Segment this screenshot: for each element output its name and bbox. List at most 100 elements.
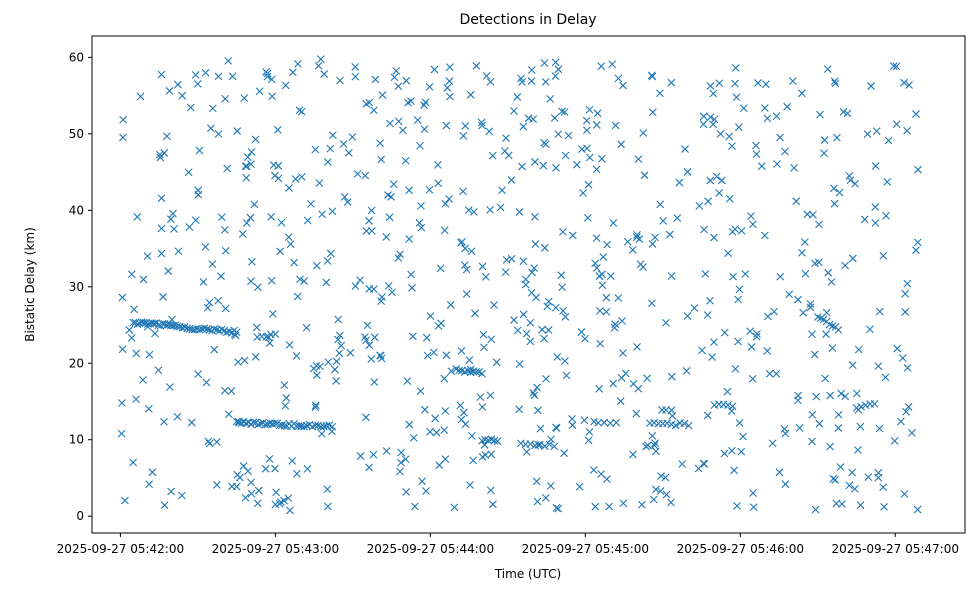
data-point xyxy=(238,230,247,238)
data-point xyxy=(234,358,242,366)
data-point xyxy=(617,140,626,149)
data-point xyxy=(591,502,600,511)
data-point xyxy=(717,176,726,185)
data-point xyxy=(871,203,880,211)
y-tick-label: 0 xyxy=(76,509,84,523)
data-point xyxy=(801,269,810,278)
y-tick-label: 20 xyxy=(69,356,84,370)
data-point xyxy=(455,366,463,375)
data-point xyxy=(752,332,761,341)
data-point xyxy=(552,164,560,172)
data-point xyxy=(212,480,221,489)
data-point xyxy=(725,194,734,203)
data-point xyxy=(748,374,757,383)
data-point xyxy=(477,118,486,127)
data-point xyxy=(334,335,342,344)
data-point xyxy=(297,172,306,181)
data-point xyxy=(667,498,675,507)
data-point xyxy=(293,292,302,301)
data-point xyxy=(806,300,815,308)
data-point xyxy=(302,323,311,332)
data-point xyxy=(609,219,618,227)
data-point xyxy=(794,295,802,304)
data-point xyxy=(739,432,747,441)
data-point xyxy=(526,440,535,448)
x-tick-label: 2025-09-27 05:44:00 xyxy=(367,542,494,556)
data-point xyxy=(513,326,522,335)
data-point xyxy=(436,264,445,273)
data-point xyxy=(552,504,561,512)
data-point xyxy=(732,93,741,102)
data-point xyxy=(513,93,522,101)
data-point xyxy=(746,327,754,336)
data-point xyxy=(136,92,145,101)
y-tick-label: 60 xyxy=(69,50,84,64)
data-point xyxy=(853,446,862,454)
data-point xyxy=(864,473,873,482)
data-point xyxy=(739,104,748,113)
data-point xyxy=(515,405,524,414)
data-point xyxy=(731,225,739,234)
data-point xyxy=(242,173,251,182)
data-point xyxy=(284,494,293,502)
data-point xyxy=(629,379,638,388)
data-point xyxy=(879,483,888,492)
data-point xyxy=(440,226,449,235)
data-point xyxy=(291,175,300,183)
data-point xyxy=(854,406,863,414)
data-point xyxy=(417,201,425,210)
data-point xyxy=(407,97,415,106)
data-point xyxy=(422,487,430,495)
data-point xyxy=(727,407,736,415)
data-point xyxy=(339,140,348,148)
data-point xyxy=(592,165,601,174)
data-point xyxy=(581,334,589,343)
data-point xyxy=(441,199,450,208)
data-point xyxy=(285,340,294,349)
data-point xyxy=(231,331,240,340)
data-point xyxy=(247,489,256,498)
data-point xyxy=(160,501,169,510)
data-point xyxy=(834,424,843,432)
data-point xyxy=(139,275,148,284)
data-point xyxy=(585,153,594,162)
data-point xyxy=(456,401,465,410)
data-point xyxy=(725,132,734,141)
data-point xyxy=(699,459,708,468)
data-point xyxy=(271,419,279,428)
data-point xyxy=(210,345,219,354)
data-point xyxy=(223,164,232,173)
data-point xyxy=(822,330,830,339)
data-point xyxy=(466,481,474,489)
data-point xyxy=(416,141,424,150)
data-point xyxy=(440,426,449,434)
data-point xyxy=(545,440,554,449)
data-point xyxy=(733,502,741,510)
data-point xyxy=(706,82,715,90)
data-point xyxy=(839,107,848,116)
data-point xyxy=(701,269,710,278)
data-point xyxy=(761,80,770,89)
data-point xyxy=(300,277,308,285)
data-point xyxy=(797,89,806,98)
data-point xyxy=(466,365,475,374)
plot-frame xyxy=(91,35,966,534)
data-point xyxy=(651,485,660,494)
data-point xyxy=(776,133,784,142)
data-point xyxy=(616,397,625,406)
data-point xyxy=(833,133,841,142)
data-point xyxy=(898,354,907,362)
data-point xyxy=(252,323,261,332)
data-point xyxy=(843,109,852,118)
data-point xyxy=(486,206,495,214)
data-point xyxy=(362,413,370,422)
data-point xyxy=(261,464,270,473)
data-point xyxy=(598,281,607,290)
data-point xyxy=(554,65,563,74)
data-point xyxy=(365,216,373,225)
data-point xyxy=(728,402,737,411)
data-point xyxy=(532,477,541,486)
data-point xyxy=(633,230,641,239)
data-point xyxy=(370,333,379,342)
data-point xyxy=(820,149,828,158)
